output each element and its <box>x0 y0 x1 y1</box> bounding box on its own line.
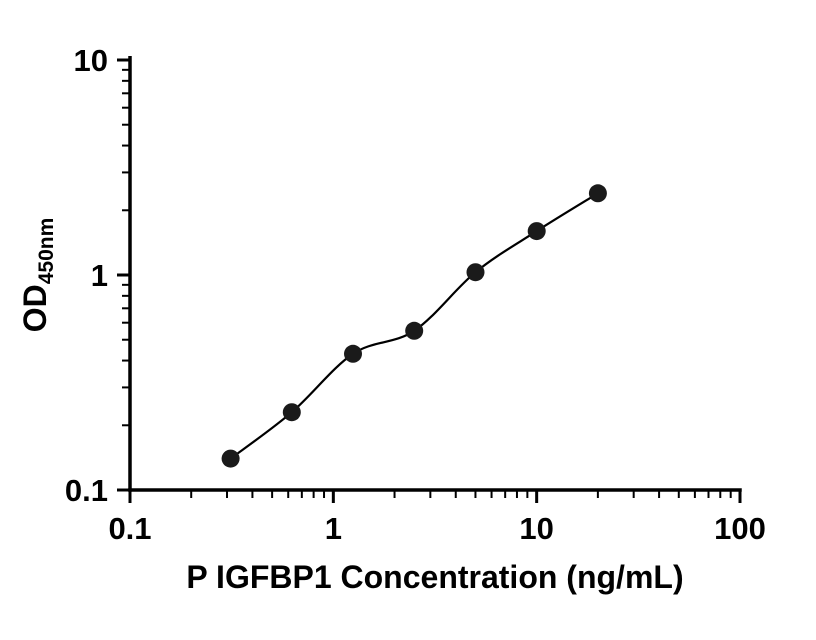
x-tick-label: 1 <box>325 511 342 546</box>
x-tick-label: 10 <box>519 511 553 546</box>
data-point <box>344 344 362 363</box>
y-axis-title: OD450nm <box>17 218 58 333</box>
data-point <box>282 403 301 422</box>
y-tick-label: 0.1 <box>65 473 108 508</box>
x-tick-label: 100 <box>714 511 766 546</box>
data-point <box>527 222 546 241</box>
x-tick-label: 0.1 <box>108 511 151 546</box>
y-tick-label: 1 <box>91 258 108 293</box>
data-point <box>221 449 240 468</box>
x-axis-title: P IGFBP1 Concentration (ng/mL) <box>186 559 683 595</box>
y-tick-label: 10 <box>74 43 108 78</box>
data-point <box>405 321 424 340</box>
data-point <box>588 184 607 203</box>
data-point <box>466 263 485 282</box>
